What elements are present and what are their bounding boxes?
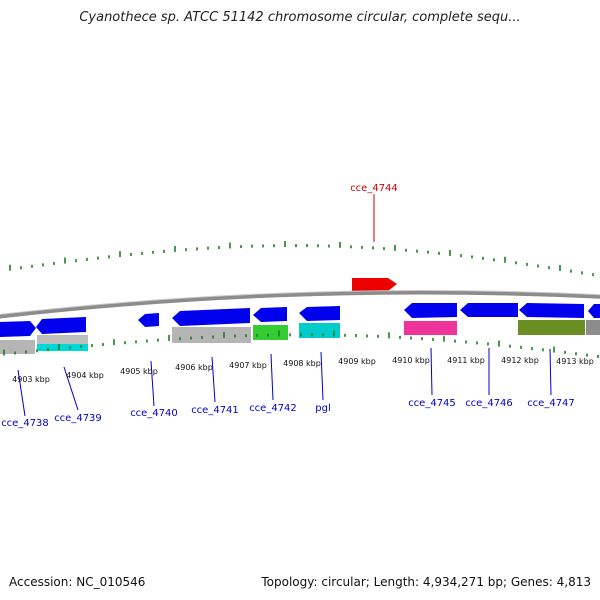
leader-cce_4742 — [270, 353, 274, 401]
gene-label-cce_4745[interactable]: cce_4745 — [408, 398, 456, 409]
gene-label-cce_4740[interactable]: cce_4740 — [130, 408, 178, 419]
leader-cce_4747 — [549, 348, 552, 396]
gene-next[interactable] — [588, 304, 600, 318]
feature-blocks — [0, 320, 600, 354]
gene-cce_4745[interactable] — [404, 303, 457, 318]
sequence-summary: Topology: circular; Length: 4,934,271 bp… — [261, 575, 591, 589]
kbp-scale: 4903 kbp 4904 kbp 4905 kbp 4906 kbp 4907… — [12, 356, 594, 384]
gene-label-cce_4747[interactable]: cce_4747 — [527, 398, 575, 409]
gene-label-cce_4746[interactable]: cce_4746 — [465, 398, 513, 409]
gene-labels: cce_4738 cce_4739 cce_4740 cce_4741 cce_… — [1, 347, 575, 429]
kbp-label: 4910 kbp — [392, 356, 430, 365]
map-title: Cyanothece sp. ATCC 51142 chromosome cir… — [79, 10, 521, 25]
gene-label-cce_4738[interactable]: cce_4738 — [1, 418, 49, 429]
gene-cce_4744-arrowhead — [388, 278, 397, 291]
chromosome-backbone — [0, 290, 600, 319]
gene-cce_4738[interactable] — [0, 321, 36, 337]
kbp-label: 4904 kbp — [66, 371, 104, 380]
block-gray-4 — [586, 320, 600, 335]
gene-label-pgl[interactable]: pgl — [315, 403, 330, 414]
block-magenta-1 — [404, 321, 457, 335]
kbp-label: 4912 kbp — [501, 356, 539, 365]
gene-cce_4739[interactable] — [36, 317, 86, 334]
gene-cce_4740[interactable] — [138, 313, 159, 327]
block-gray-2 — [37, 335, 88, 344]
gene-label-cce_4744[interactable]: cce_4744 — [350, 183, 398, 194]
block-green-1 — [253, 325, 288, 340]
gene-cce_4746[interactable] — [460, 303, 518, 317]
gene-cce_4741[interactable] — [172, 308, 250, 326]
block-gray-3 — [172, 327, 251, 343]
outer-tick-track — [9, 241, 594, 277]
leader-cce_4740 — [150, 360, 155, 407]
gene-label-cce_4739[interactable]: cce_4739 — [54, 413, 102, 424]
leader-cce_4739 — [63, 366, 79, 411]
gene-cce_4747[interactable] — [519, 303, 584, 318]
gene-pgl[interactable] — [299, 306, 340, 321]
kbp-label: 4913 kbp — [556, 357, 594, 366]
kbp-label: 4906 kbp — [175, 363, 213, 372]
gene-label-cce_4742[interactable]: cce_4742 — [249, 403, 297, 414]
gene-cce_4742[interactable] — [253, 307, 287, 322]
leader-cce_4745 — [430, 347, 433, 396]
gene-label-cce_4741[interactable]: cce_4741 — [191, 405, 239, 416]
kbp-label: 4911 kbp — [447, 356, 485, 365]
block-cyan-2 — [299, 323, 340, 338]
kbp-label: 4909 kbp — [338, 357, 376, 366]
kbp-label: 4903 kbp — [12, 375, 50, 384]
inner-tick-track — [3, 330, 599, 359]
leader-pgl — [320, 351, 324, 401]
block-cyan-1 — [37, 344, 88, 351]
kbp-label: 4905 kbp — [120, 367, 158, 376]
block-gray-1 — [0, 340, 35, 354]
kbp-label: 4907 kbp — [229, 361, 267, 370]
chromosome-backbone-highlight — [0, 290, 600, 315]
gene-cce_4744[interactable] — [352, 278, 388, 291]
kbp-label: 4908 kbp — [283, 359, 321, 368]
leader-cce_4738 — [17, 369, 26, 417]
accession-text: Accession: NC_010546 — [9, 575, 146, 589]
block-olive-1 — [518, 320, 585, 335]
forward-genes — [0, 303, 600, 337]
leader-cce_4741 — [211, 356, 216, 403]
